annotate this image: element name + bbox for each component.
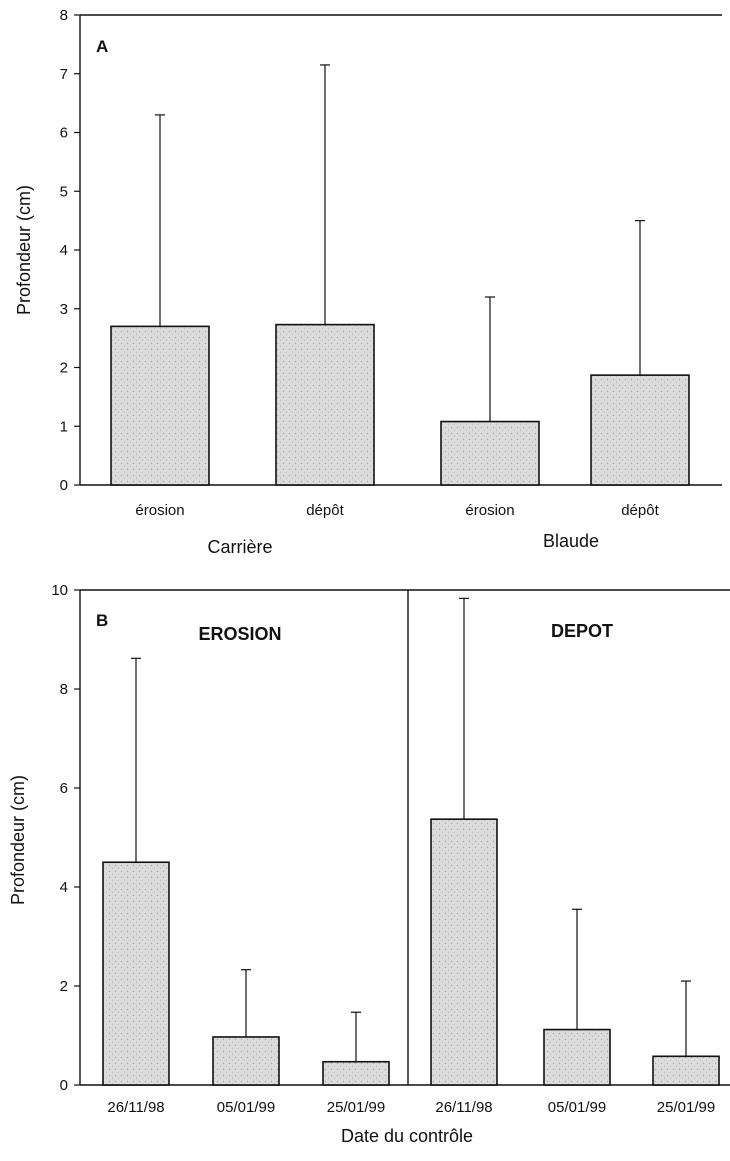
panel-b-category-label: 26/11/98 <box>435 1099 492 1116</box>
panel-a: 0 1 2 3 4 5 6 7 8 érosion dépôt érosion dépôt Carriè… <box>14 7 722 557</box>
panel-b-y-tick-label: 10 <box>51 582 68 599</box>
panel-b-label: B <box>96 611 108 630</box>
panel-a-y-tick-label: 8 <box>60 7 68 24</box>
panel-a-category-label: dépôt <box>306 502 344 519</box>
panel-a-bars <box>110 64 690 486</box>
section-erosion-label: EROSION <box>198 624 281 644</box>
panel-b-bar <box>212 1036 280 1086</box>
panel-b-category-label: 05/01/99 <box>548 1099 606 1116</box>
panel-b-bar <box>322 1060 390 1086</box>
panel-a-y-tick-label: 7 <box>60 66 68 83</box>
panel-b-y-tick-label: 2 <box>60 978 68 995</box>
panel-b-y-tick-label: 8 <box>60 681 68 698</box>
panel-b-x-axis-label: Date du contrôle <box>341 1126 473 1146</box>
panel-b-category-label: 25/01/99 <box>327 1099 385 1116</box>
panel-b-y-tick-label: 6 <box>60 780 68 797</box>
panel-a-y-ticks: 0 1 2 3 4 5 6 7 8 <box>60 7 80 494</box>
panel-a-bar <box>110 325 210 486</box>
panel-a-y-tick-label: 3 <box>60 301 68 318</box>
panel-a-y-tick-label: 2 <box>60 360 68 377</box>
panel-b-category-label: 25/01/99 <box>657 1099 715 1116</box>
panel-b-y-tick-label: 4 <box>60 879 68 896</box>
panel-a-label: A <box>96 37 108 56</box>
panel-a-bar <box>275 323 375 486</box>
panel-a-bar <box>440 420 540 486</box>
panel-a-category-label: érosion <box>465 502 514 519</box>
section-depot-label: DEPOT <box>551 621 613 641</box>
panel-b-y-ticks: 0 2 4 6 8 10 <box>51 582 80 1094</box>
panel-a-y-tick-label: 0 <box>60 477 68 494</box>
panel-b-bars <box>102 597 720 1086</box>
panel-a-y-tick-label: 1 <box>60 418 68 435</box>
panel-b-category-label: 26/11/98 <box>107 1099 164 1116</box>
panel-b-y-axis-label: Profondeur (cm) <box>8 775 28 905</box>
panel-b-bar <box>543 1028 611 1086</box>
panel-b-bar <box>430 818 498 1086</box>
panel-a-y-tick-label: 4 <box>60 242 68 259</box>
panel-a-y-tick-label: 5 <box>60 183 68 200</box>
panel-a-group-label: Carrière <box>207 537 272 557</box>
panel-b-category-label: 05/01/99 <box>217 1099 275 1116</box>
panel-b-x-labels: 26/11/98 05/01/99 25/01/99 26/11/98 05/01/99… <box>107 1099 715 1116</box>
panel-a-x-labels: érosion dépôt érosion dépôt Carrière Blaude <box>135 502 659 557</box>
panel-a-category-label: érosion <box>135 502 184 519</box>
panel-a-group-label: Blaude <box>543 531 599 551</box>
panel-a-bar <box>590 374 690 486</box>
panel-a-y-axis-label: Profondeur (cm) <box>14 185 34 315</box>
panel-b-y-tick-label: 0 <box>60 1077 68 1094</box>
panel-b-bar <box>102 861 170 1086</box>
panel-b-bar <box>652 1055 720 1086</box>
panel-a-y-tick-label: 6 <box>60 125 68 142</box>
panel-a-category-label: dépôt <box>621 502 659 519</box>
